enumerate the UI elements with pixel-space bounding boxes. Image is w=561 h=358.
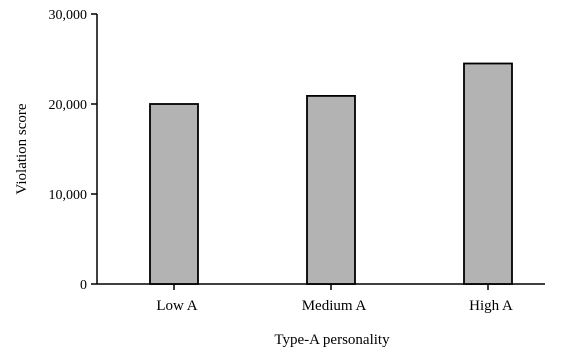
y-tick-label: 0	[80, 278, 87, 293]
x-tick-label: High A	[469, 298, 513, 314]
x-tick-label: Low A	[156, 298, 197, 314]
y-tick-label: 30,000	[49, 8, 88, 23]
y-axis-title: Violation score	[14, 103, 30, 194]
x-tick-label: Medium A	[302, 298, 367, 314]
bar-medium-a	[306, 95, 356, 285]
plot-area: 0 10,000 20,000 30,000 Low A Medium A High A	[49, 8, 545, 314]
bar-low-a	[149, 103, 199, 285]
y-tick-label: 10,000	[49, 188, 88, 203]
bar-high-a	[463, 62, 513, 285]
x-axis-title: Type-A personality	[274, 332, 390, 348]
y-tick-label: 20,000	[49, 98, 88, 113]
